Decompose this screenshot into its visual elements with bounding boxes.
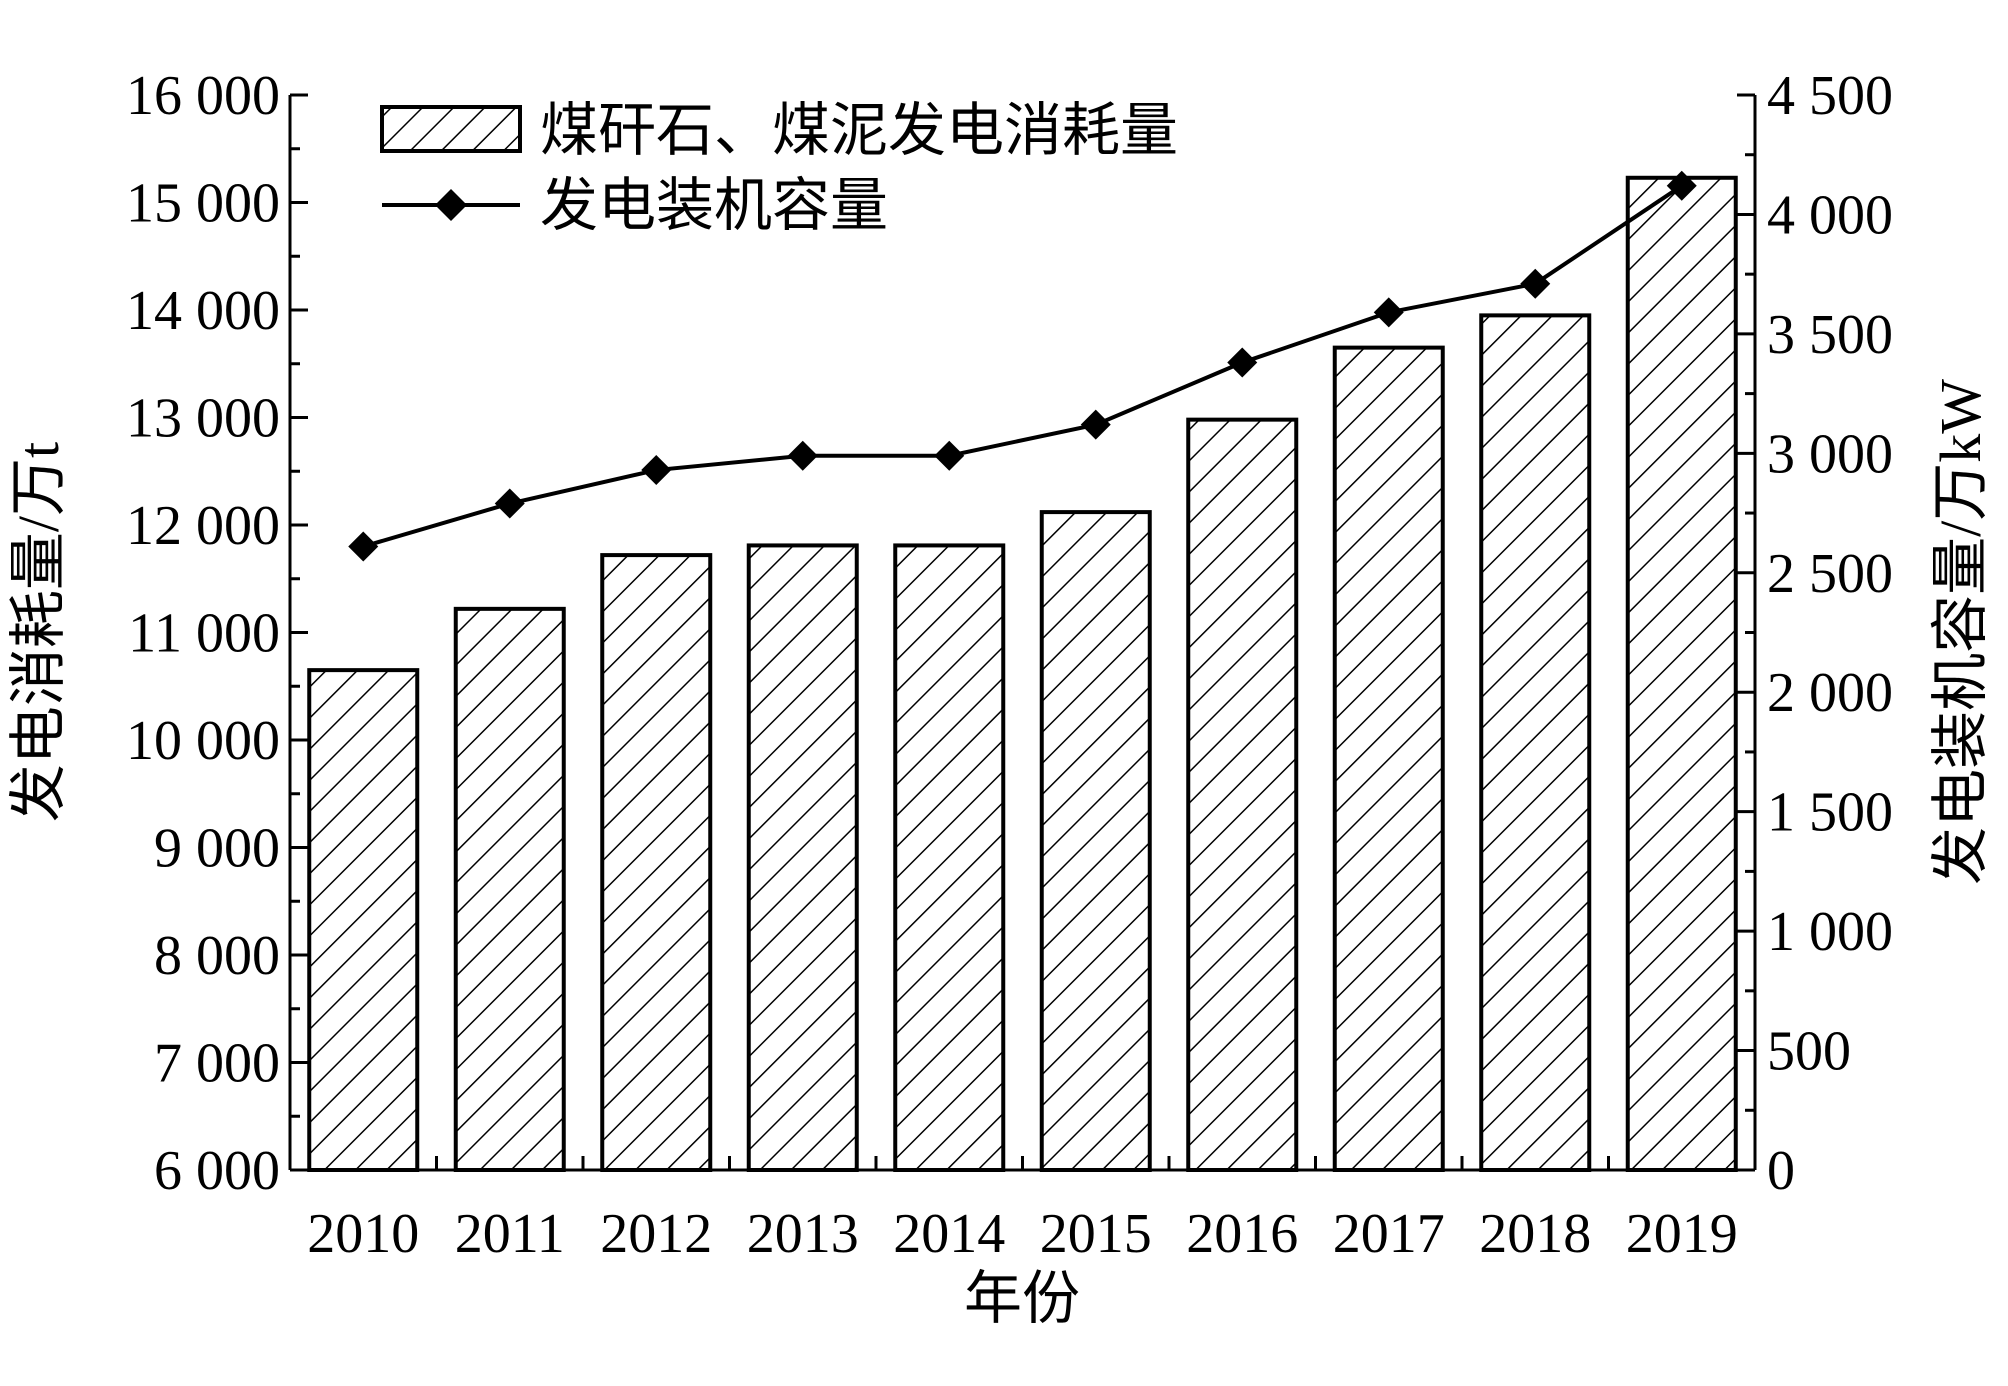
capacity-point-2016: [1227, 347, 1258, 378]
left-y-axis-title: 发电消耗量/万t: [6, 442, 71, 822]
left-y-tick-label: 10 000: [126, 710, 280, 772]
legend-diamond-marker: [435, 189, 467, 221]
bar-2015: [1039, 510, 1152, 1172]
left-y-tick-label: 9 000: [154, 818, 280, 880]
x-axis-title: 年份: [964, 1266, 1080, 1331]
capacity-point-2017: [1373, 297, 1404, 328]
x-tick-label: 2016: [1186, 1203, 1298, 1265]
right-y-tick-label: 0: [1767, 1140, 1795, 1202]
legend-line-label: 发电装机容量: [540, 173, 888, 238]
right-y-tick-label: 2 000: [1767, 662, 1893, 724]
left-y-tick-label: 13 000: [126, 388, 280, 450]
x-tick-label: 2019: [1626, 1203, 1738, 1265]
bar-2010: [307, 668, 420, 1172]
x-tick-label: 2010: [307, 1203, 419, 1265]
right-y-axis-title: 发电装机容量/万kW: [1928, 379, 1993, 885]
left-y-tick-label: 11 000: [128, 603, 280, 665]
ticks-layer: 6 000 7 000 8 000 9 000 10 000 11 000 12 000 13…: [126, 65, 1893, 1265]
legend: 煤矸石、煤泥发电消耗量 发电装机容量: [380, 98, 1178, 238]
right-y-tick-label: 2 500: [1767, 543, 1893, 605]
x-tick-label: 2013: [747, 1203, 859, 1265]
bar-2014: [893, 543, 1006, 1172]
capacity-point-2018: [1520, 268, 1551, 299]
left-y-tick-label: 14 000: [126, 280, 280, 342]
legend-bar-swatch: [380, 105, 522, 153]
x-tick-label: 2017: [1333, 1203, 1445, 1265]
right-y-tick-label: 4 500: [1767, 65, 1893, 127]
x-tick-label: 2014: [893, 1203, 1005, 1265]
left-y-tick-label: 15 000: [126, 173, 280, 235]
capacity-point-2015: [1080, 409, 1111, 440]
left-y-tick-label: 7 000: [154, 1033, 280, 1095]
capacity-point-2011: [494, 488, 525, 519]
left-y-tick-label: 8 000: [154, 925, 280, 987]
bar-2018: [1479, 313, 1592, 1172]
bar-2016: [1186, 417, 1299, 1172]
capacity-line: [362, 184, 1683, 549]
right-y-tick-label: 500: [1767, 1021, 1851, 1083]
bars-layer: [307, 175, 1738, 1172]
bar-2011: [453, 606, 566, 1172]
x-tick-label: 2011: [455, 1203, 565, 1265]
right-y-tick-label: 3 500: [1767, 304, 1893, 366]
bar-2019: [1625, 175, 1738, 1172]
capacity-point-2010: [348, 531, 379, 562]
capacity-point-2012: [641, 455, 672, 486]
capacity-point-2013: [787, 440, 818, 471]
line-layer: [348, 170, 1697, 562]
right-y-tick-label: 3 000: [1767, 423, 1893, 485]
capacity-point-2014: [934, 440, 965, 471]
right-y-tick-label: 4 000: [1767, 184, 1893, 246]
left-y-tick-label: 16 000: [126, 65, 280, 127]
bar-2012: [600, 553, 713, 1172]
legend-bar-label: 煤矸石、煤泥发电消耗量: [540, 98, 1178, 163]
x-tick-label: 2012: [600, 1203, 712, 1265]
right-y-tick-label: 1 500: [1767, 782, 1893, 844]
right-y-tick-label: 1 000: [1767, 901, 1893, 963]
left-y-tick-label: 12 000: [126, 495, 280, 557]
capacity-point-2019: [1666, 170, 1697, 201]
x-tick-label: 2018: [1479, 1203, 1591, 1265]
left-y-tick-label: 6 000: [154, 1140, 280, 1202]
bar-2013: [746, 543, 859, 1172]
x-tick-label: 2015: [1040, 1203, 1152, 1265]
bar-2017: [1332, 345, 1445, 1172]
